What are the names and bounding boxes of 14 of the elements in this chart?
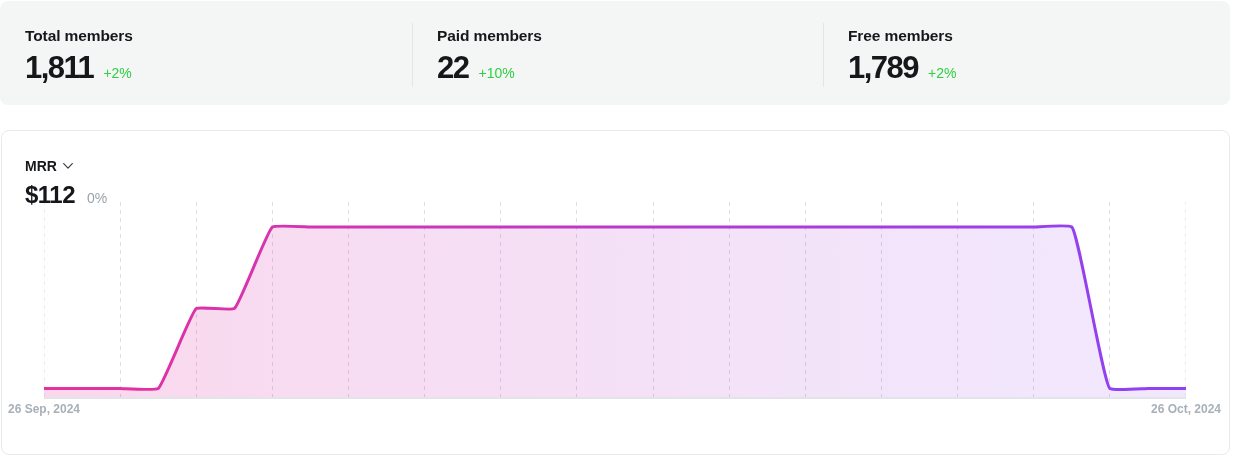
text: +10%: [478, 65, 515, 81]
x-tick-label: 26 Sep, 2024: [7, 401, 81, 416]
text: +2%: [103, 65, 132, 81]
chart-title: MRR: [25, 158, 57, 174]
text: 22: [437, 50, 469, 85]
text: Free members: [848, 27, 953, 44]
text: 1,789: [848, 50, 919, 85]
text: +2%: [928, 65, 957, 81]
text: Total members: [25, 27, 133, 44]
text: Paid members: [437, 27, 542, 44]
text: 1,811: [25, 50, 94, 85]
x-tick-label: 26 Oct, 2024: [1150, 401, 1222, 416]
chart-subtitle: $112: [25, 181, 76, 208]
text: 0%: [87, 190, 108, 206]
